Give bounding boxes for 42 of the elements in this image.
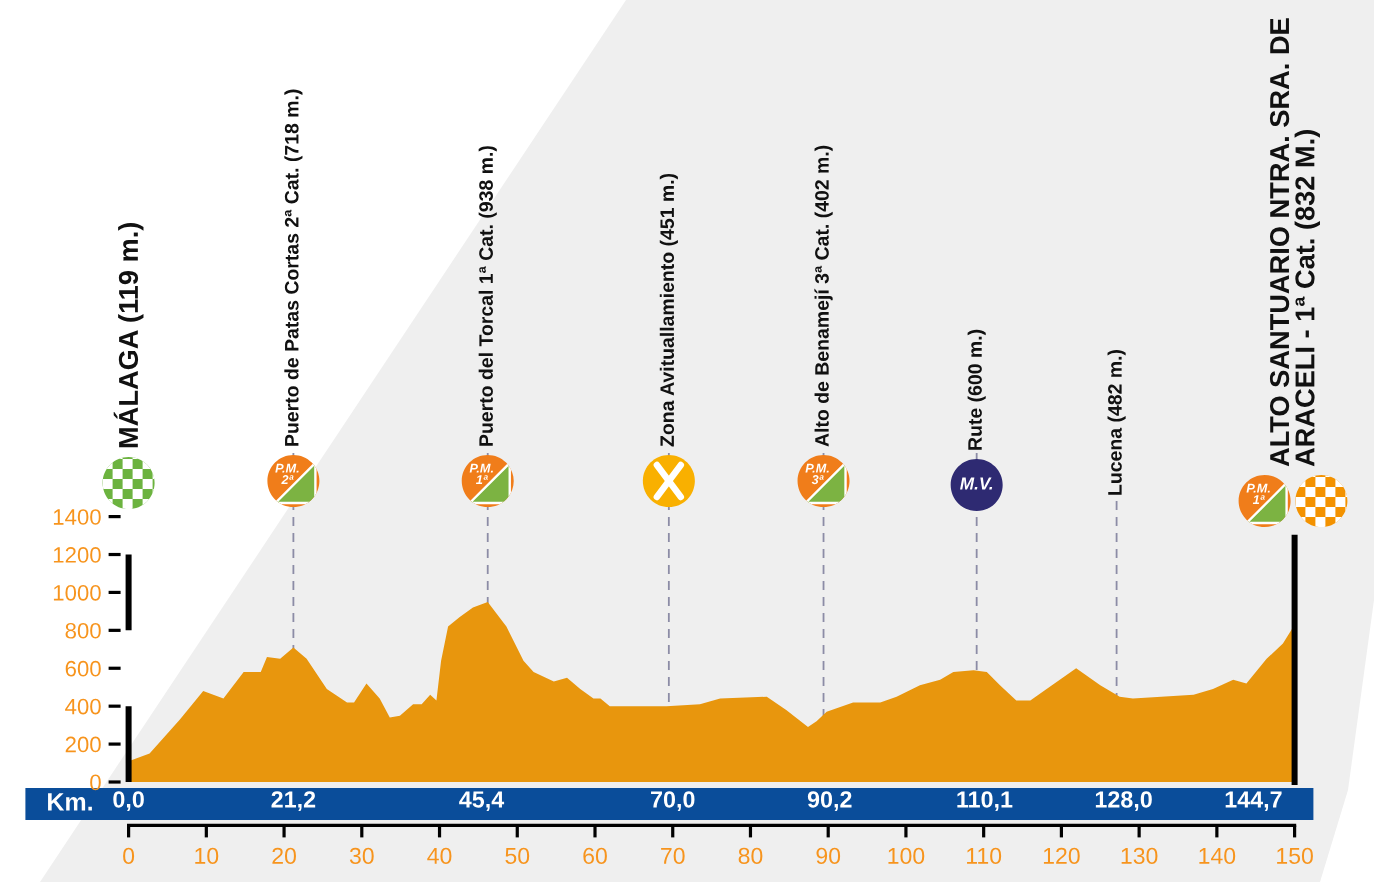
y-tick-label: 800 [65, 622, 101, 639]
x-tick-label: 60 [583, 847, 607, 865]
x2-tick-label: 90,2 [807, 791, 852, 812]
ref-line-label: Rute (600 m.) [967, 329, 986, 450]
ref-line-label: Zona Avituallamiento (451 m.) [659, 173, 678, 447]
y-tick-label: 1400 [53, 509, 101, 525]
x2-tick-label: 0,0 [113, 791, 144, 812]
x-tick-label: 30 [349, 847, 374, 865]
x-tick-label: 0 [123, 847, 135, 865]
x-tick-label: 150 [1277, 847, 1313, 865]
x-tick-label: 50 [505, 847, 530, 865]
ref-line-label: Lucena (482 m.) [1107, 350, 1126, 495]
text: M.V. [960, 477, 993, 490]
x2-tick-label: 128,0 [1095, 791, 1152, 812]
y-tick-label: 1000 [53, 584, 101, 601]
x2-tick-label: 21,2 [271, 791, 316, 812]
y-tick-label: 1200 [53, 547, 101, 563]
ref-line-label: MÁLAGA (119 m.) [113, 222, 144, 448]
y-tick-label: 400 [65, 698, 101, 715]
x-tick-label: 10 [195, 847, 219, 865]
x2-tick-label: 110,1 [957, 791, 1013, 812]
x-tick-label: 20 [272, 847, 296, 865]
x2-axis-title: Km. [48, 793, 92, 811]
x-tick-label: 120 [1043, 847, 1080, 865]
x-tick-label: 70 [661, 847, 685, 865]
ref-line-label: Alto de Benamejí 3ª Cat. (402 m.) [814, 145, 833, 447]
x-tick-label: 80 [738, 847, 763, 865]
y-tick-label: 200 [65, 736, 101, 753]
x-tick-label: 40 [427, 847, 452, 865]
x2-tick-label: 144,7 [1225, 791, 1282, 812]
x-tick-label: 100 [888, 847, 925, 865]
y-tick-label: 0 [90, 774, 101, 791]
ref-line-label: Puerto del Torcal 1ª Cat. (938 m.) [478, 146, 497, 446]
ref-line-label: Puerto de Patas Cortas 2ª Cat. (718 m.) [284, 89, 303, 446]
x-tick-label: 140 [1199, 847, 1236, 865]
x-tick-label: 130 [1121, 847, 1158, 865]
x2-tick-label: 70,0 [651, 791, 695, 812]
ref-line-label: ALTO SANTUARIO NTRA. SRA. DE ARACELI - 1ª Cat. (832 M.) [1269, 18, 1320, 467]
x-tick-label: 110 [967, 847, 1002, 865]
x2-tick-label: 45,4 [459, 791, 505, 812]
y-tick-label: 600 [65, 660, 101, 677]
x-tick-label: 90 [816, 847, 841, 865]
